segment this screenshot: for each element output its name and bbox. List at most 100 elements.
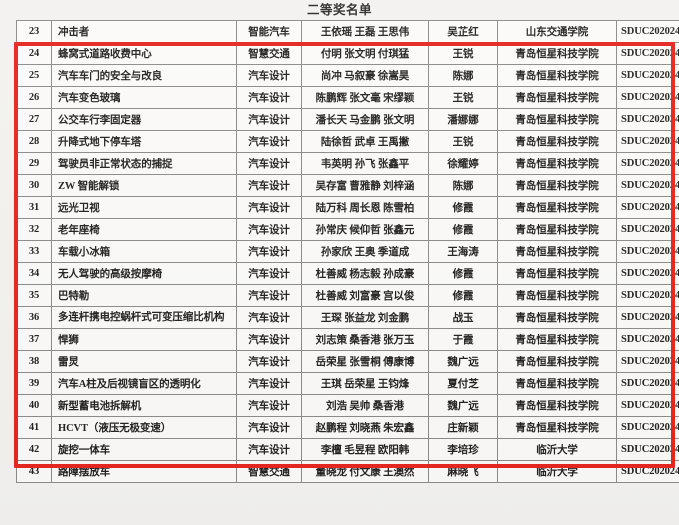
cell-work-name: 公交车行李固定器 <box>51 108 237 131</box>
cell-index: 23 <box>16 20 52 43</box>
cell-members: 岳荣星 张雪桐 傅康博 <box>301 350 429 373</box>
cell-advisor: 魏广远 <box>428 394 498 417</box>
cell-advisor: 魏广远 <box>428 350 498 373</box>
cell-index: 35 <box>16 284 52 307</box>
cell-index: 29 <box>16 152 52 175</box>
cell-school: 青岛恒星科技学院 <box>497 240 617 263</box>
cell-category: 汽车设计 <box>236 240 302 263</box>
cell-category: 汽车设计 <box>236 350 302 373</box>
cell-members: 孙家欣 王奥 季道成 <box>301 240 429 263</box>
cell-members: 付明 张文明 付琪猛 <box>301 42 429 65</box>
cell-index: 39 <box>16 372 52 395</box>
cell-school: 青岛恒星科技学院 <box>497 152 617 175</box>
cell-category: 智能汽车 <box>236 20 302 43</box>
cell-school: 临沂大学 <box>497 438 617 461</box>
cell-advisor: 徐耀婷 <box>428 152 498 175</box>
cell-work-name: 老年座椅 <box>51 218 237 241</box>
cell-advisor: 战玉 <box>428 306 498 329</box>
cell-category: 汽车设计 <box>236 284 302 307</box>
cell-school: 青岛恒星科技学院 <box>497 350 617 373</box>
cell-members: 王依瑶 王磊 王思伟 <box>301 20 429 43</box>
cell-work-name: HCVT（液压无极变速） <box>51 416 237 439</box>
cell-advisor: 麻晓飞 <box>428 460 498 483</box>
cell-members: 刘志策 桑香港 张万玉 <box>301 328 429 351</box>
cell-work-name: 路障摆放车 <box>51 460 237 483</box>
cell-members: 杜善威 杨志毅 孙成豪 <box>301 262 429 285</box>
cell-advisor: 修霞 <box>428 262 498 285</box>
table-row: 26 汽车变色玻璃 汽车设计 陈鹏辉 张文毫 宋缪颖 王锐 青岛恒星科技学院 SDUC202… <box>16 86 679 109</box>
cell-category: 智慧交通 <box>236 42 302 65</box>
cell-category: 汽车设计 <box>236 86 302 109</box>
cell-advisor: 李培珍 <box>428 438 498 461</box>
table-row: 39 汽车A柱及后视镜盲区的透明化 汽车设计 王琪 岳荣星 王钧烽 夏付芝 青岛恒星科技学… <box>16 372 679 395</box>
table-row: 40 新型蓄电池拆解机 汽车设计 刘浩 吴帅 桑香港 魏广远 青岛恒星科技学院 SDUC20… <box>16 394 679 417</box>
cell-category: 汽车设计 <box>236 416 302 439</box>
cell-category: 汽车设计 <box>236 262 302 285</box>
cell-category: 汽车设计 <box>236 218 302 241</box>
cell-work-name: 无人驾驶的高级按摩椅 <box>51 262 237 285</box>
cell-school: 青岛恒星科技学院 <box>497 394 617 417</box>
cell-advisor: 吴芷红 <box>428 20 498 43</box>
cell-index: 33 <box>16 240 52 263</box>
cell-school: 青岛恒星科技学院 <box>497 130 617 153</box>
cell-advisor: 王锐 <box>428 42 498 65</box>
cell-category: 汽车设计 <box>236 108 302 131</box>
cell-work-name: 汽车车门的安全与改良 <box>51 64 237 87</box>
cell-advisor: 王锐 <box>428 130 498 153</box>
table-row: 33 车载小冰箱 汽车设计 孙家欣 王奥 季道成 王海涛 青岛恒星科技学院 SDUC2020… <box>16 240 679 263</box>
cell-work-name: 蜂窝式道路收费中心 <box>51 42 237 65</box>
cell-school: 青岛恒星科技学院 <box>497 196 617 219</box>
cell-school: 青岛恒星科技学院 <box>497 86 617 109</box>
cell-index: 42 <box>16 438 52 461</box>
cell-members: 王琪 岳荣星 王钧烽 <box>301 372 429 395</box>
cell-index: 38 <box>16 350 52 373</box>
cell-category: 汽车设计 <box>236 438 302 461</box>
table-row: 24 蜂窝式道路收费中心 智慧交通 付明 张文明 付琪猛 王锐 青岛恒星科技学院 SDUC2… <box>16 42 679 65</box>
cell-index: 25 <box>16 64 52 87</box>
cell-category: 汽车设计 <box>236 152 302 175</box>
cell-school: 青岛恒星科技学院 <box>497 284 617 307</box>
page-title: 二等奖名单 <box>306 3 372 17</box>
cell-members: 陈鹏辉 张文毫 宋缪颖 <box>301 86 429 109</box>
cell-index: 40 <box>16 394 52 417</box>
cell-school: 青岛恒星科技学院 <box>497 262 617 285</box>
cell-index: 26 <box>16 86 52 109</box>
cell-index: 43 <box>16 460 52 483</box>
cell-work-name: 旋挖一体车 <box>51 438 237 461</box>
table-row: 30 ZW 智能解锁 汽车设计 吴存富 曹雅静 刘梓涵 陈娜 青岛恒星科技学院 SDUC20… <box>16 174 679 197</box>
table-row: 29 驾驶员非正常状态的捕捉 汽车设计 韦英明 孙飞 张鑫平 徐耀婷 青岛恒星科技学院 SD… <box>16 152 679 175</box>
cell-index: 28 <box>16 130 52 153</box>
cell-work-name: 巴特勒 <box>51 284 237 307</box>
cell-work-name: 新型蓄电池拆解机 <box>51 394 237 417</box>
cell-advisor: 修霞 <box>428 218 498 241</box>
cell-category: 汽车设计 <box>236 372 302 395</box>
cell-work-name: 冲击者 <box>51 20 237 43</box>
cell-advisor: 陈娜 <box>428 64 498 87</box>
table-row: 28 升降式地下停车塔 汽车设计 陆徐哲 武卓 王禹撇 王锐 青岛恒星科技学院 SDUC20… <box>16 130 679 153</box>
cell-index: 24 <box>16 42 52 65</box>
cell-category: 汽车设计 <box>236 64 302 87</box>
cell-school: 青岛恒星科技学院 <box>497 218 617 241</box>
cell-category: 汽车设计 <box>236 174 302 197</box>
table-row: 31 远光卫视 汽车设计 陆万科 周长恩 陈雪柏 修霞 青岛恒星科技学院 SDUC20202… <box>16 196 679 219</box>
cell-index: 41 <box>16 416 52 439</box>
table-row: 27 公交车行李固定器 汽车设计 潘长天 马金鹏 张文明 潘娜娜 青岛恒星科技学院 SDUC… <box>16 108 679 131</box>
cell-school: 青岛恒星科技学院 <box>497 174 617 197</box>
cell-advisor: 潘娜娜 <box>428 108 498 131</box>
cell-school: 青岛恒星科技学院 <box>497 64 617 87</box>
cell-members: 王琛 张益龙 刘金鹏 <box>301 306 429 329</box>
